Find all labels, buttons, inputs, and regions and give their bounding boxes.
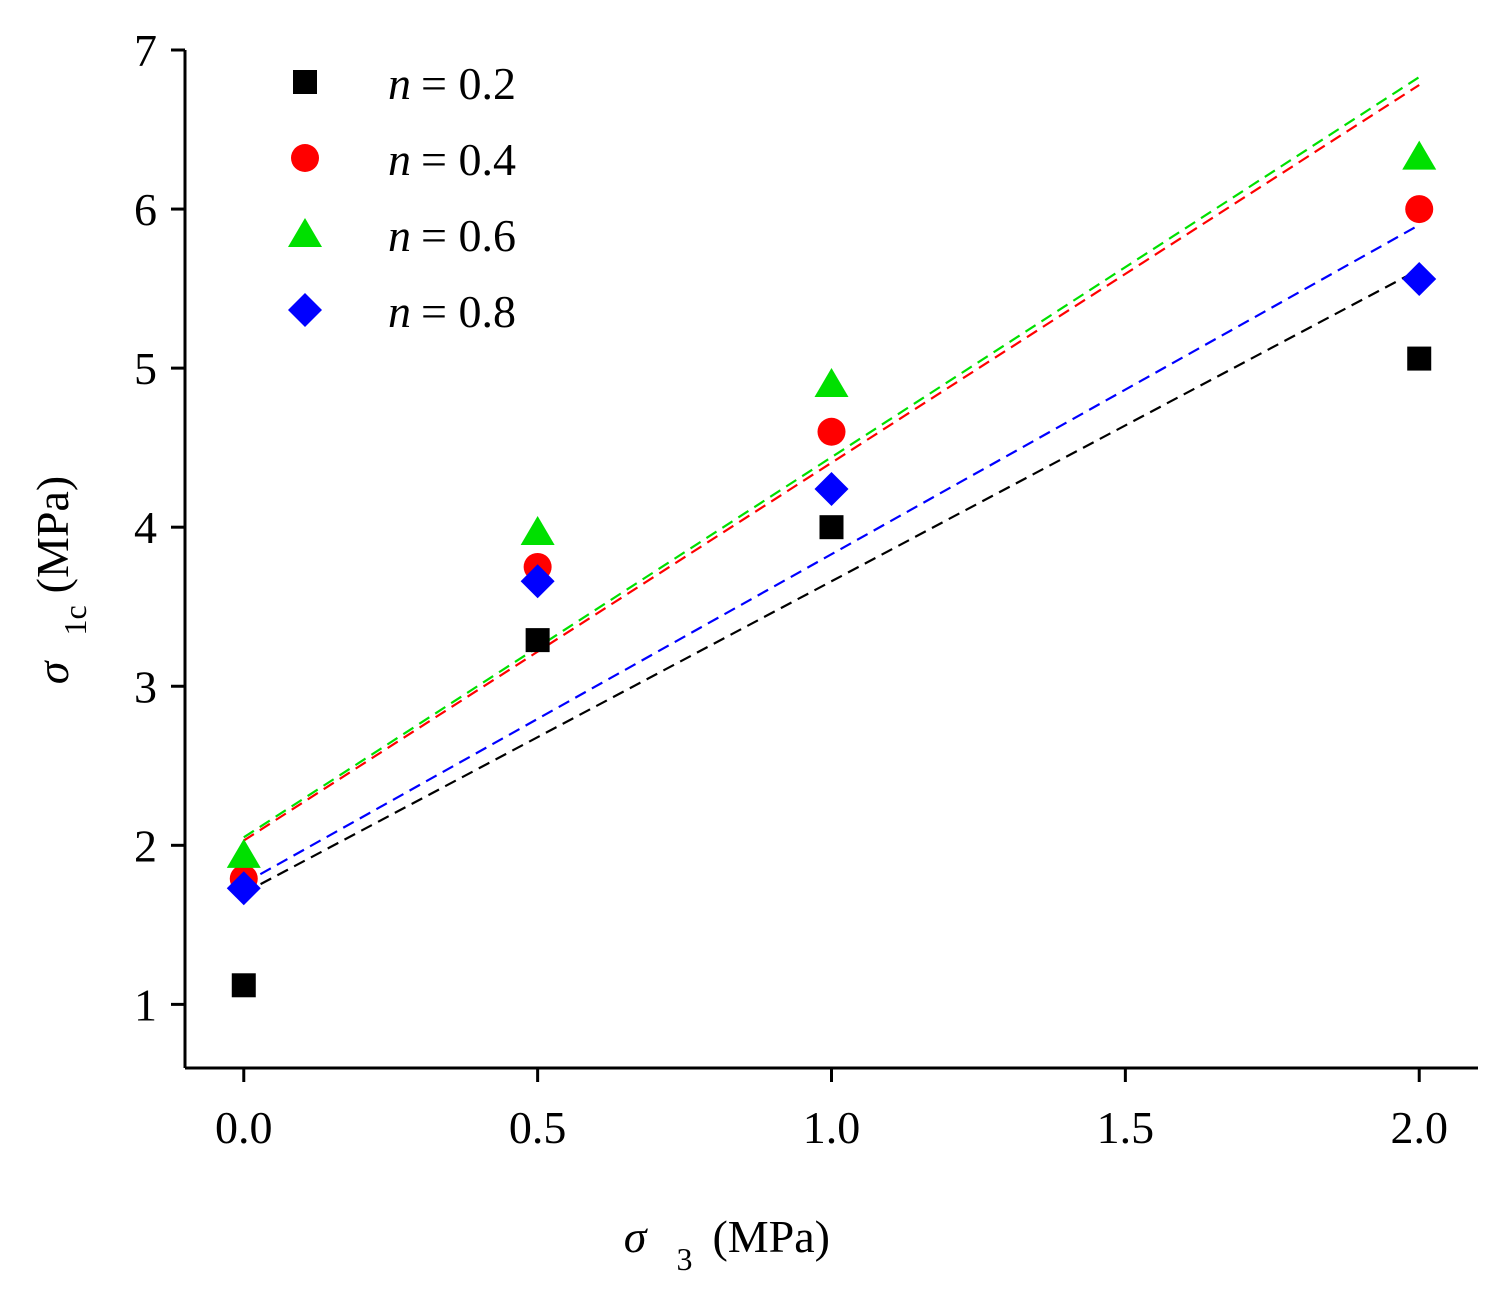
fit-lines [243,76,1420,895]
data-point-series-4 [520,564,555,599]
data-point-series-3 [520,515,555,545]
x-tick-label: 1.0 [803,1102,861,1153]
y-tick-label: 3 [134,661,157,712]
data-point-series-1 [1407,346,1432,371]
legend-label-1: n = 0.2 [388,58,516,109]
legend-marker-2 [291,144,319,172]
legend-marker-3 [288,218,322,247]
data-point-series-1 [231,973,256,998]
data-point-series-4 [814,472,849,507]
data-point-series-2 [1405,195,1434,224]
legend-label-3: n = 0.6 [388,210,516,261]
y-tick-label: 6 [134,184,157,235]
fit-line-3 [243,76,1420,839]
y-tick-label: 1 [134,979,157,1030]
x-axis-ticks: 0.0 0.5 1.0 1.5 2.0 [215,1068,1448,1153]
data-point-series-3 [814,368,849,398]
fit-line-1 [243,268,1420,895]
data-point-series-2 [817,417,846,446]
x-tick-label: 0.0 [215,1102,273,1153]
legend: n = 0.2 n = 0.4 n = 0.6 n = 0.8 [288,58,516,337]
data-point-series-1 [819,515,844,540]
y-tick-label: 5 [134,343,157,394]
x-tick-label: 2.0 [1390,1102,1448,1153]
legend-label-2: n = 0.4 [388,134,516,185]
data-point-series-4 [226,871,261,906]
y-tick-label: 4 [134,502,157,553]
x-tick-label: 0.5 [509,1102,567,1153]
legend-marker-4 [288,293,322,327]
fit-line-2 [243,84,1420,842]
y-axis-ticks: 1 2 3 4 5 6 7 [134,25,185,1030]
data-point-series-3 [1402,140,1437,170]
fit-line-4 [243,224,1420,885]
x-tick-label: 1.5 [1097,1102,1155,1153]
y-tick-label: 7 [134,25,157,76]
y-tick-label: 2 [134,820,157,871]
data-point-series-1 [525,628,550,653]
x-axis-title: σ 3 (MPa) [624,1211,830,1277]
axes: 0.0 0.5 1.0 1.5 2.0 1 2 3 4 5 6 7 [134,25,1478,1153]
legend-marker-1 [293,70,317,94]
y-axis-title: σ1c(MPa) [27,476,93,684]
data-point-series-4 [1402,262,1437,297]
legend-label-4: n = 0.8 [388,286,516,337]
data-point-series-3 [226,838,261,868]
data-markers [226,140,1437,998]
